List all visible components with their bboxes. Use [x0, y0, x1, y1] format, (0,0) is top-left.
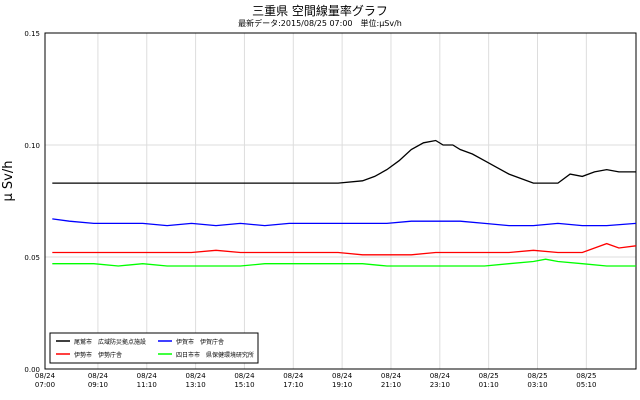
legend-entry: 四日市市 県保健環境研究所 [176, 351, 254, 359]
series-line-3 [52, 242, 637, 256]
y-axis-label: μ Sv/h [1, 161, 16, 202]
y-tick-label: 0.00 [24, 366, 40, 374]
x-tick-label-time: 01:10 [479, 381, 499, 389]
x-tick-label-time: 07:00 [35, 381, 55, 389]
y-tick-label: 0.10 [24, 142, 40, 150]
legend-entry: 尾鷲市 広域防災拠点施設 [74, 338, 146, 346]
x-tick-label-date: 08/24 [234, 372, 255, 380]
plot-area-border [44, 32, 637, 370]
x-tick-label-time: 17:10 [283, 381, 303, 389]
x-tick-label-time: 19:10 [332, 381, 352, 389]
y-tick-label: 0.05 [24, 254, 40, 262]
legend-entry: 伊勢市 伊勢庁舎 [74, 351, 122, 359]
x-tick-label-date: 08/24 [430, 372, 451, 380]
x-tick-label-date: 08/24 [88, 372, 109, 380]
x-tick-label-date: 08/24 [35, 372, 56, 380]
legend-box [49, 332, 259, 364]
x-tick-label-time: 11:10 [137, 381, 157, 389]
x-tick-label-time: 15:10 [234, 381, 254, 389]
x-tick-label-date: 08/24 [381, 372, 402, 380]
x-tick-label-date: 08/24 [137, 372, 158, 380]
x-tick-label-date: 08/25 [576, 372, 596, 380]
x-tick-label-date: 08/24 [186, 372, 207, 380]
series-line-2 [52, 218, 637, 227]
x-tick-label-time: 23:10 [430, 381, 450, 389]
chart-subtitle: 最新データ:2015/08/25 07:00 単位:μSv/h [238, 19, 402, 28]
series-line-1 [52, 139, 636, 184]
legend-entry: 伊賀市 伊賀庁舎 [176, 338, 224, 346]
x-tick-label-date: 08/24 [332, 372, 353, 380]
x-tick-label-time: 05:10 [576, 381, 596, 389]
x-tick-label-date: 08/25 [527, 372, 547, 380]
x-tick-label-date: 08/24 [283, 372, 304, 380]
series-line-4 [52, 258, 636, 267]
x-tick-label-date: 08/25 [479, 372, 499, 380]
x-tick-label-time: 21:10 [381, 381, 401, 389]
x-tick-label-time: 09:10 [88, 381, 108, 389]
x-tick-label-time: 13:10 [186, 381, 206, 389]
y-tick-label: 0.15 [24, 30, 40, 38]
chart-title: 三重県 空間線量率グラフ [252, 4, 388, 18]
x-tick-label-time: 03:10 [527, 381, 547, 389]
